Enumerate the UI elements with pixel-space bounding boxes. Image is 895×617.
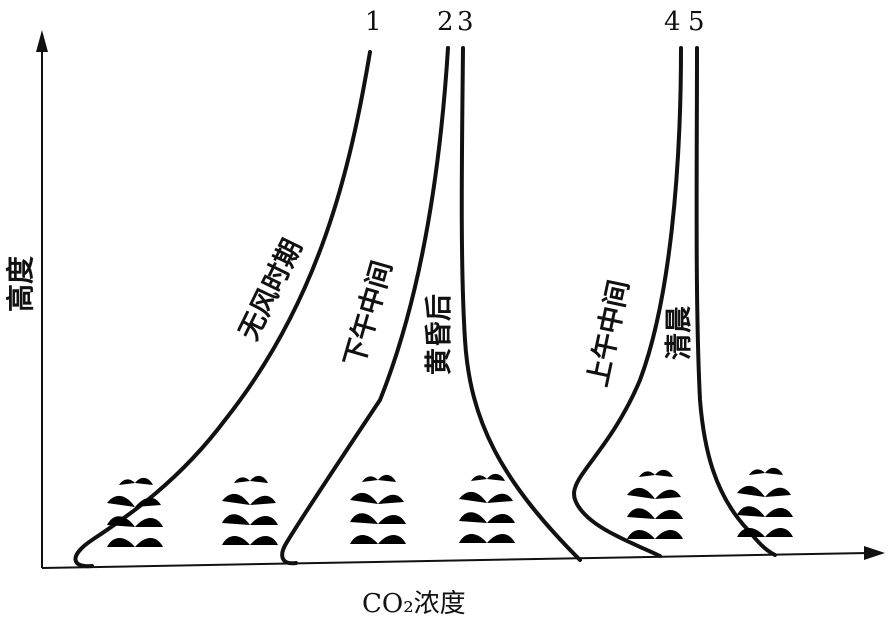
curve-1-number: 1 [365,7,382,37]
curve-5-number: 5 [688,7,705,37]
curve-1 [73,50,372,569]
curve-1-label: 无风时期 [233,234,308,345]
curve-3-label: 黄昏后 [424,294,455,375]
x-axis [41,552,869,569]
corn-plant-icon [350,474,406,562]
x-axis-arrow-icon [864,546,885,560]
x-axis-label: CO₂浓度 [362,589,466,617]
curve-2-label: 下午中间 [338,257,399,370]
curve-4-label: 上午中间 [582,277,636,389]
curve-2-number: 2 [437,7,454,37]
curve-3 [459,46,582,562]
curve-2 [280,46,450,566]
curve-4 [572,46,683,558]
curve-5-label: 清晨 [664,305,695,360]
corn-plant-icon [222,475,278,563]
corn-plant-icon [737,467,793,555]
curve-4-number: 4 [664,7,681,37]
corn-plant-icon [459,473,515,561]
curve-3-number: 3 [457,7,474,37]
y-axis-label: 高度 [4,256,37,312]
curve-5 [694,46,777,557]
corn-plant-icon [107,477,163,565]
y-axis-arrow-icon [36,30,48,52]
